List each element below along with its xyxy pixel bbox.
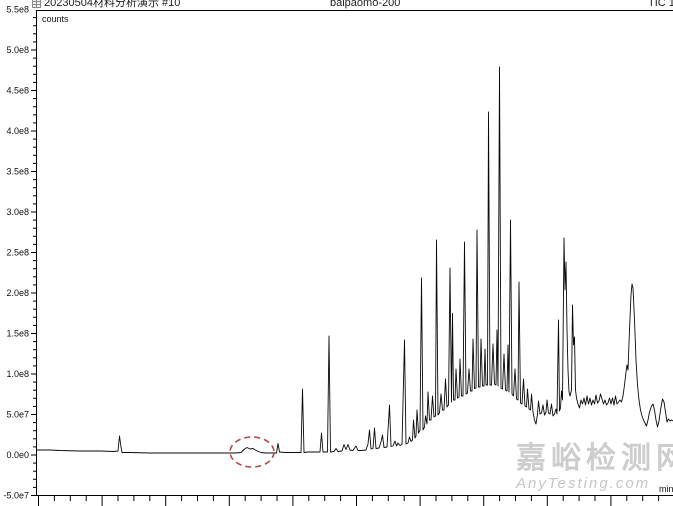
injection-title: 20230504材料分析演示 #10: [44, 0, 181, 9]
y-tick-label: 3.0e8: [6, 207, 29, 217]
y-tick-label: 4.5e8: [6, 86, 29, 96]
y-tick-label: 4.0e8: [6, 126, 29, 136]
sheet-icon: [32, 0, 41, 8]
channel-label: TIC 1: [648, 0, 673, 9]
y-tick-label: 2.5e8: [6, 248, 29, 258]
y-tick-label: 1.0e8: [6, 369, 29, 379]
sample-name: baipaomo-200: [330, 0, 401, 9]
y-axis-title: counts: [42, 14, 69, 24]
y-tick-label: 5.0e7: [6, 410, 29, 420]
plot-header: 20230504材料分析演示 #10 baipaomo-200 TIC 1: [0, 0, 673, 10]
y-tick-label: 1.5e8: [6, 329, 29, 339]
y-tick-label: 3.5e8: [6, 167, 29, 177]
y-tick-label: 2.0e8: [6, 288, 29, 298]
y-tick-label: 5.5e8: [6, 5, 29, 15]
x-axis-title: min: [659, 484, 673, 494]
y-tick-label: 5.0e8: [6, 45, 29, 55]
y-tick-label: -5.0e7: [3, 491, 29, 501]
highlight-ellipse-annotation[interactable]: [229, 436, 275, 468]
y-tick-label: 0.0e0: [6, 450, 29, 460]
tic-trace: [36, 66, 673, 454]
